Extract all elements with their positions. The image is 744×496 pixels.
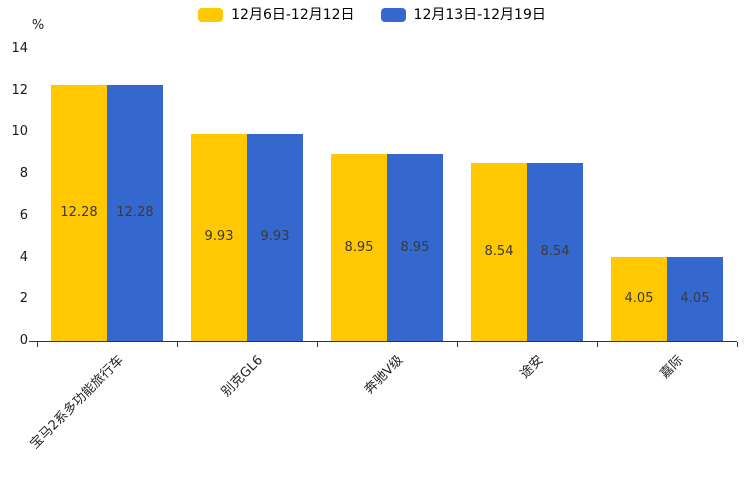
legend-label-series-1: 12月6日-12月12日 xyxy=(231,7,355,23)
x-axis-tick xyxy=(317,342,318,347)
bar-series2-3: 8.95 xyxy=(387,154,443,341)
bar-series2-4: 8.54 xyxy=(527,162,583,341)
bar-value-label: 8.95 xyxy=(400,239,430,255)
x-axis-tick xyxy=(177,342,178,347)
legend-item-series-1[interactable]: 12月6日-12月12日 xyxy=(198,6,355,24)
bar-series2-2: 9.93 xyxy=(247,133,303,341)
bar-series1-2: 9.93 xyxy=(191,133,247,341)
x-category-label: 途安 xyxy=(517,352,547,382)
x-category-label: 宝马2系多功能旅行车 xyxy=(27,352,127,453)
x-category-label: 别克GL6 xyxy=(219,352,267,400)
x-axis-tick xyxy=(457,342,458,347)
bar-series1-5: 4.05 xyxy=(611,256,667,341)
legend: 12月6日-12月12日 12月13日-12月19日 xyxy=(0,6,744,24)
legend-label-series-2: 12月13日-12月19日 xyxy=(413,7,546,23)
x-axis-tick xyxy=(37,342,38,347)
bar-series1-4: 8.54 xyxy=(471,162,527,341)
bar-value-label: 9.93 xyxy=(204,229,234,245)
x-axis-tick xyxy=(597,342,598,347)
legend-swatch-series-2 xyxy=(380,8,406,22)
bar-series2-5: 4.05 xyxy=(667,256,723,341)
bar-value-label: 12.28 xyxy=(60,204,98,220)
y-origin-tick xyxy=(29,341,37,342)
bar-value-label: 8.54 xyxy=(484,243,514,259)
bar-value-label: 9.93 xyxy=(260,229,290,245)
bar-series1-3: 8.95 xyxy=(331,154,387,341)
bar-value-label: 8.54 xyxy=(540,243,570,259)
x-category-label: 嘉际 xyxy=(657,352,687,382)
legend-swatch-series-1 xyxy=(198,8,224,22)
bar-value-label: 8.95 xyxy=(344,239,374,255)
bar-value-label: 4.05 xyxy=(680,290,710,306)
y-tick-label: 2 xyxy=(19,291,28,307)
bar-series2-1: 12.28 xyxy=(107,84,163,341)
x-category-label: 奔驰V级 xyxy=(361,352,407,398)
y-axis-unit-label: % xyxy=(31,18,45,33)
bar-value-label: 4.05 xyxy=(624,290,654,306)
x-axis-line xyxy=(37,341,737,342)
legend-item-series-2[interactable]: 12月13日-12月19日 xyxy=(380,6,546,24)
bar-value-label: 12.28 xyxy=(116,204,154,220)
y-tick-label: 4 xyxy=(19,249,28,265)
y-tick-label: 12 xyxy=(11,82,28,98)
y-tick-label: 8 xyxy=(19,166,28,182)
bar-series1-1: 12.28 xyxy=(51,84,107,341)
x-axis-tick xyxy=(737,342,738,347)
y-tick-label: 6 xyxy=(19,207,28,223)
y-tick-label: 10 xyxy=(11,124,28,140)
y-tick-label: 14 xyxy=(11,41,28,56)
y-tick-label: 0 xyxy=(19,333,28,348)
